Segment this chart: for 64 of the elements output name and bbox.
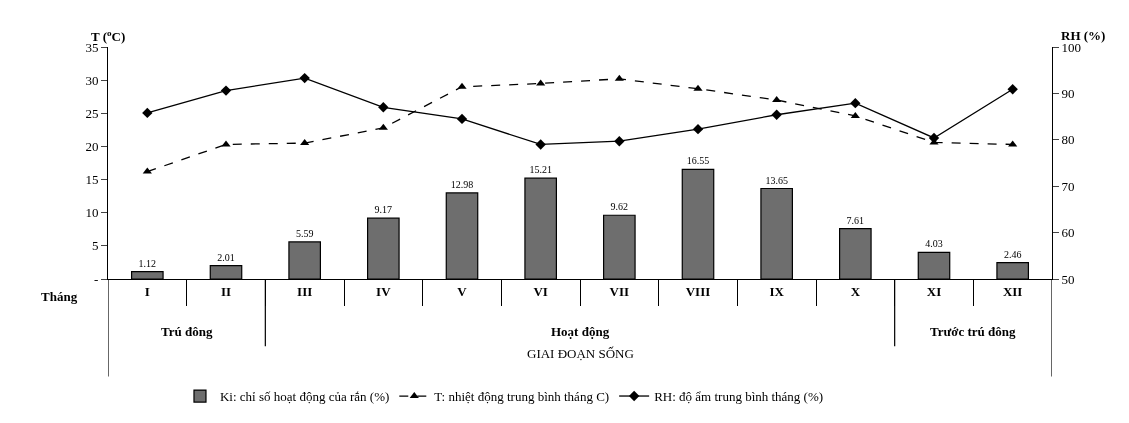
text: Hoạt động — [551, 324, 610, 339]
point — [378, 102, 389, 113]
x-tick-label: VII — [609, 283, 630, 299]
y2-tick-label: 50 — [1061, 271, 1075, 287]
data-label: 7.61 — [846, 214, 865, 226]
legend-label: Ki: chỉ số hoạt động của rắn (%) — [219, 389, 390, 405]
y2-tick-label: 80 — [1061, 132, 1075, 148]
x-tick-label: III — [297, 283, 313, 299]
data-label: 9.62 — [610, 201, 629, 213]
point — [300, 139, 310, 146]
point — [772, 96, 782, 103]
data-label: 16.55 — [686, 155, 710, 167]
point — [299, 72, 310, 84]
data-label: 1.12 — [138, 257, 157, 269]
x-tick-label: IX — [769, 283, 785, 299]
point — [457, 82, 467, 89]
x-tick-label: I — [144, 283, 150, 299]
point — [535, 139, 546, 150]
point — [142, 167, 152, 174]
x-tick-label: IV — [376, 283, 392, 299]
y-tick-label: 25 — [85, 105, 99, 121]
data-label: 12.98 — [450, 178, 474, 190]
point — [693, 84, 703, 91]
y2-tick-label: 90 — [1061, 85, 1075, 101]
y2-tick-label: 60 — [1061, 225, 1075, 241]
y-tick-label: 30 — [85, 72, 99, 88]
data-label: 9.17 — [374, 204, 393, 216]
x-tick-label: XI — [926, 283, 942, 299]
point — [614, 74, 624, 81]
point — [692, 123, 704, 135]
x-tick-label: XII — [1002, 283, 1023, 299]
data-label: 15.21 — [529, 164, 552, 176]
point — [220, 85, 232, 96]
data-label: 2.01 — [217, 251, 235, 263]
data-label: 5.59 — [295, 227, 314, 239]
point — [142, 107, 153, 119]
text: Tháng — [41, 289, 78, 304]
point — [456, 113, 468, 125]
point — [614, 135, 625, 147]
x-tick-label: VIII — [685, 283, 711, 299]
y-axis-title: T ($^{o}$C) — [91, 28, 126, 45]
legend-label: RH: độ ẩm trung bình tháng (%) — [654, 389, 824, 405]
y2-tick-label: 70 — [1061, 178, 1075, 194]
y-tick-label: 10 — [85, 205, 99, 221]
point — [850, 111, 860, 118]
point — [771, 109, 782, 120]
x-axis-title: GIAI ĐOẠN SỐNG — [527, 346, 634, 361]
text: Trú đông — [161, 324, 213, 339]
y-tick-label: 5 — [91, 238, 99, 254]
point — [1007, 84, 1018, 95]
x-tick-label: VI — [533, 283, 548, 299]
x-tick-label: V — [457, 283, 468, 299]
data-label: 4.03 — [925, 238, 943, 250]
x-tick-label: II — [220, 283, 232, 299]
text: Trước trú đông — [930, 324, 1017, 339]
point — [378, 123, 388, 130]
y-tick-label: 20 — [85, 138, 99, 154]
legend-label: T: nhiệt động trung bình tháng C) — [434, 389, 610, 405]
data-label: 13.65 — [765, 174, 788, 186]
data-label: 2.46 — [1003, 248, 1022, 260]
x-tick-label: X — [850, 283, 861, 299]
y-tick-label: 15 — [85, 172, 99, 188]
y-tick-label: - — [94, 271, 99, 287]
point — [850, 97, 861, 109]
